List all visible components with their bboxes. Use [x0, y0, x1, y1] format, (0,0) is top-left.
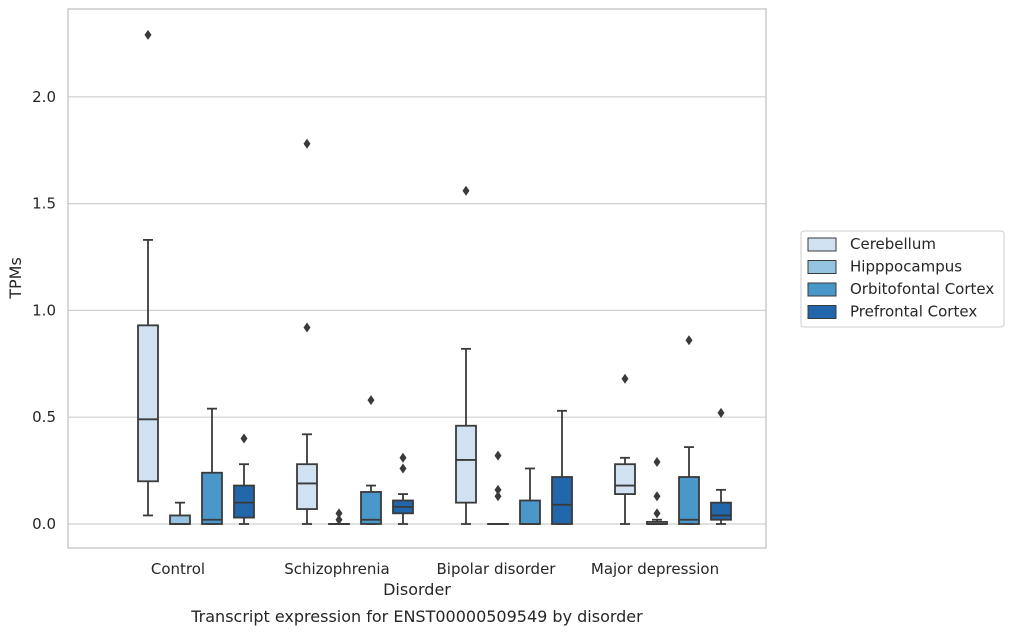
outlier-point: [144, 29, 152, 40]
outlier-point: [303, 322, 311, 333]
box-plots: [137, 29, 732, 526]
legend-swatch: [807, 260, 837, 274]
box: [678, 476, 700, 525]
outlier-point: [367, 395, 375, 406]
legend-frame: [800, 230, 1005, 328]
outlier-point: [462, 185, 470, 196]
box-plot: [137, 29, 159, 517]
box-plot: [169, 501, 191, 525]
legend-swatch: [807, 305, 837, 319]
box-plot: [678, 335, 700, 525]
box-plot: [519, 467, 541, 525]
box: [296, 463, 318, 510]
legend-swatch: [807, 237, 837, 252]
outlier-point: [653, 508, 661, 519]
outlier-point: [717, 407, 725, 418]
box: [201, 471, 223, 525]
y-tick-label: 1.5: [32, 195, 56, 213]
legend-label: Cerebellum: [850, 235, 936, 253]
box: [710, 501, 732, 521]
outlier-point: [621, 373, 629, 384]
box-plot: [551, 409, 573, 525]
box-plot: [646, 457, 668, 525]
legend-swatch: [807, 282, 837, 297]
x-axis-label: Disorder: [383, 580, 451, 599]
outlier-point: [494, 450, 502, 461]
box-plot: [487, 450, 509, 526]
x-tick-label: Major depression: [591, 560, 719, 578]
box-plot: [360, 395, 382, 525]
box-plot: [233, 433, 255, 525]
plot-frame: [67, 8, 767, 549]
outlier-point: [653, 491, 661, 502]
box: [233, 484, 255, 519]
box: [360, 491, 382, 525]
y-tick-label: 2.0: [32, 88, 56, 106]
y-tick-label: 0.0: [32, 515, 56, 533]
outlier-point: [494, 491, 502, 502]
outlier-point: [399, 463, 407, 474]
legend-label: Orbitofontal Cortex: [850, 280, 994, 298]
y-tick-label: 0.5: [32, 408, 56, 426]
outlier-point: [240, 433, 248, 444]
box-plot: [710, 407, 732, 525]
box-plot: [392, 452, 414, 525]
x-tick-labels: Control Schizophrenia Bipolar disorder Majo…: [151, 560, 719, 578]
box: [614, 463, 636, 495]
box: [519, 499, 541, 525]
plot-background: [68, 9, 766, 548]
outlier-point: [494, 484, 502, 495]
chart-title: Transcript expression for ENST0000050954…: [190, 607, 643, 626]
legend: Cerebellum Hipppocampus Orbitofontal Corte…: [800, 230, 1005, 328]
legend-label: Prefrontal Cortex: [850, 303, 977, 321]
box-plot: [328, 508, 350, 526]
legend-label: Hipppocampus: [850, 258, 962, 276]
box: [455, 424, 477, 504]
outlier-point: [685, 335, 693, 346]
box-plot: [201, 407, 223, 525]
y-tick-label: 1.0: [32, 301, 56, 319]
outlier-point: [335, 514, 343, 525]
x-tick-label: Schizophrenia: [284, 560, 389, 578]
x-tick-label: Control: [151, 560, 205, 578]
outlier-point: [653, 457, 661, 468]
y-tick-labels: 0.0 0.5 1.0 1.5 2.0: [32, 88, 56, 533]
outlier-point: [399, 452, 407, 463]
box-plot: [296, 138, 318, 525]
x-tick-label: Bipolar disorder: [437, 560, 557, 578]
box-plot: [455, 185, 477, 525]
outlier-point: [335, 508, 343, 519]
y-axis-label: TPMs: [6, 257, 25, 300]
box: [169, 514, 191, 525]
box: [137, 324, 159, 483]
outlier-point: [303, 138, 311, 149]
box-plot: [614, 373, 636, 525]
box: [551, 476, 573, 525]
